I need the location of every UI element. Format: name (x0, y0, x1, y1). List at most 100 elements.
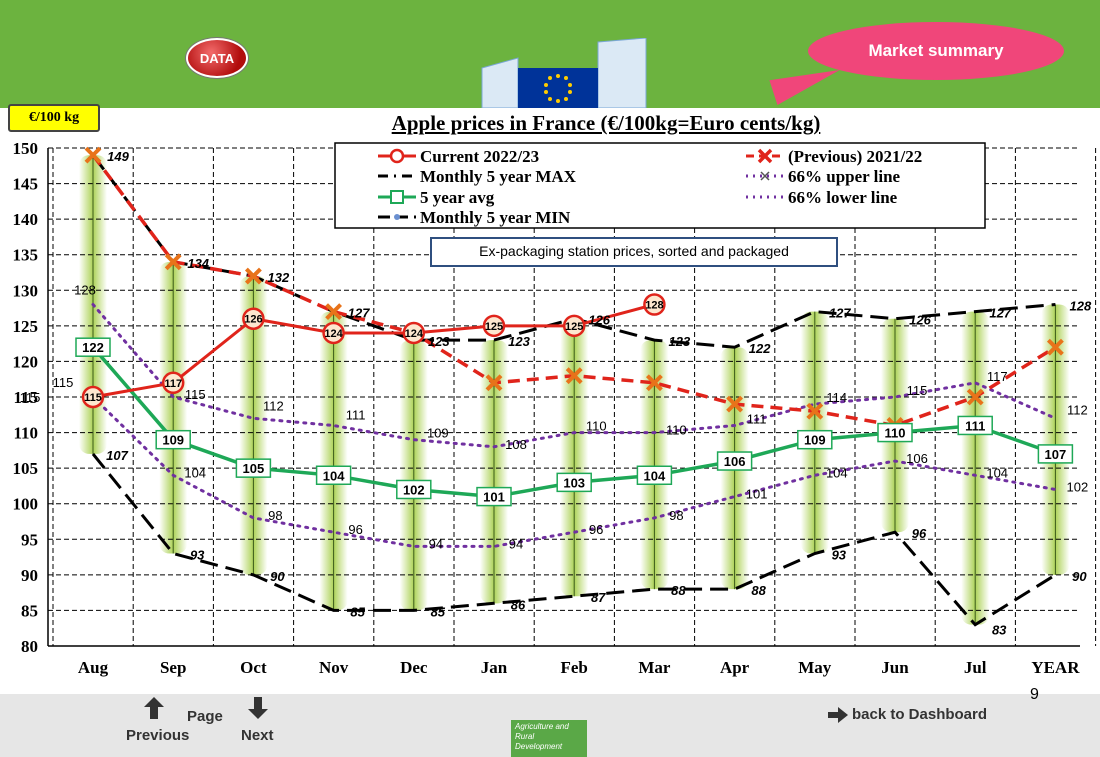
max-value-label: 126 (588, 313, 610, 328)
previous-marker (1046, 338, 1064, 356)
previous-arrow-icon[interactable] (144, 697, 164, 719)
annotation-box (430, 237, 838, 267)
lower-value-label: 104 (826, 465, 848, 480)
avg-label-box (315, 465, 352, 486)
current-marker (562, 314, 586, 338)
y-tick-label: 105 (13, 459, 39, 478)
legend-entry: Current 2022/23 (420, 147, 539, 166)
y-tick-label: 100 (13, 495, 39, 514)
avg-label-box (716, 451, 753, 471)
current-value-label: 126 (244, 314, 262, 326)
x-tick-label: Apr (720, 658, 750, 677)
legend-swatch (389, 148, 405, 164)
lower-value-label: 115 (53, 375, 74, 390)
max-value-label: 128 (1070, 299, 1092, 314)
previous-marker (244, 267, 262, 285)
current-aug-outer-label: 115 (20, 390, 41, 405)
line-66-lower (91, 395, 1057, 548)
max-value-label: 127 (829, 306, 851, 321)
x-tick-label: Mar (638, 658, 671, 677)
y-tick-label: 125 (13, 317, 39, 336)
x-tick-label: Jan (481, 658, 508, 677)
avg-label-box (75, 337, 111, 357)
current-marker (242, 307, 265, 330)
previous-marker (164, 253, 182, 271)
avg-label-box (476, 486, 512, 507)
lower-value-label: 98 (669, 508, 683, 523)
min-value-label: 107 (106, 448, 128, 463)
current-value-label: 125 (565, 321, 583, 333)
next-button[interactable]: Next (241, 727, 274, 744)
eu-commission-logo (481, 38, 647, 108)
max-value-label: 123 (428, 334, 450, 349)
previous-marker (966, 388, 984, 406)
page-number: 9 (1030, 686, 1039, 703)
y-tick-label: 80 (21, 637, 38, 656)
avg-value-label: 109 (162, 433, 184, 448)
avg-value-label: 101 (483, 490, 505, 505)
avg-label-box (396, 479, 432, 500)
avg-value-label: 110 (885, 426, 906, 441)
y-tick-label: 90 (21, 566, 38, 585)
max-value-label: 127 (989, 306, 1011, 321)
avg-value-label: 106 (724, 454, 746, 469)
y-tick-label: 115 (13, 388, 38, 407)
current-value-label: 125 (485, 321, 503, 333)
upper-value-label: 115 (185, 387, 206, 402)
upper-value-label: 110 (666, 423, 687, 438)
y-tick-label: 150 (13, 139, 39, 158)
min-value-label: 96 (912, 526, 927, 541)
market-summary-button[interactable]: Market summary (808, 22, 1064, 80)
avg-value-label: 105 (243, 461, 265, 476)
avg-label-box (235, 458, 272, 478)
y-tick-label: 85 (21, 601, 38, 620)
page-label: Page (187, 708, 223, 725)
x-tick-label: YEAR (1031, 658, 1080, 677)
min-value-label: 90 (1072, 569, 1087, 584)
current-value-label: 124 (405, 328, 424, 340)
previous-value-label: 134 (187, 256, 209, 271)
x-tick-label: Jun (881, 658, 909, 677)
data-button[interactable]: DATA (186, 38, 248, 78)
next-arrow-icon[interactable] (248, 697, 268, 719)
upper-value-label: 115 (907, 383, 928, 398)
back-to-dashboard-link[interactable]: back to Dashboard (828, 706, 987, 723)
price-chart: 80 85 90 95 100 105 110 115 120 125 130 135 140 145 15… (13, 139, 1097, 677)
current-marker (81, 385, 105, 409)
current-value-label: 128 (645, 300, 663, 312)
x-tick-label: Oct (240, 658, 267, 677)
max-value-label: 123 (508, 334, 530, 349)
avg-label-box (556, 472, 592, 493)
max-value-label: 126 (909, 313, 931, 328)
x-tick-label: Aug (78, 658, 109, 677)
upper-value-label: 111 (346, 407, 366, 422)
current-marker (643, 293, 666, 316)
legend-swatch (757, 148, 773, 164)
y-tick-label: 120 (13, 352, 39, 371)
upper-value-label: 108 (505, 437, 527, 452)
lower-value-label: 94 (429, 536, 443, 551)
avg-label-box (797, 429, 833, 450)
chart-title: Apple prices in France (€/100kg=Euro cen… (316, 110, 896, 136)
min-value-label: 85 (431, 604, 446, 619)
current-marker (482, 314, 506, 338)
upper-value-label: 117 (987, 369, 1008, 384)
avg-label-box (1037, 444, 1074, 464)
x-tick-label: Nov (319, 658, 349, 677)
line-current (92, 303, 655, 399)
min-value-label: 86 (511, 597, 526, 612)
dashboard-label: back to Dashboard (852, 706, 988, 723)
x-tick-label: Feb (561, 658, 588, 677)
x-tick-label: Dec (400, 658, 428, 677)
current-value-label: 115 (84, 392, 102, 404)
min-value-label: 88 (671, 583, 686, 598)
lower-value-label: 94 (509, 536, 523, 551)
avg-value-label: 107 (1045, 447, 1067, 462)
legend-swatch (390, 190, 404, 204)
y-tick-label: 130 (13, 281, 39, 300)
previous-button[interactable]: Previous (126, 727, 190, 744)
avg-label-box (155, 429, 191, 450)
legend-swatch (760, 171, 770, 181)
avg-value-label: 103 (563, 475, 585, 490)
previous-marker (806, 402, 824, 420)
